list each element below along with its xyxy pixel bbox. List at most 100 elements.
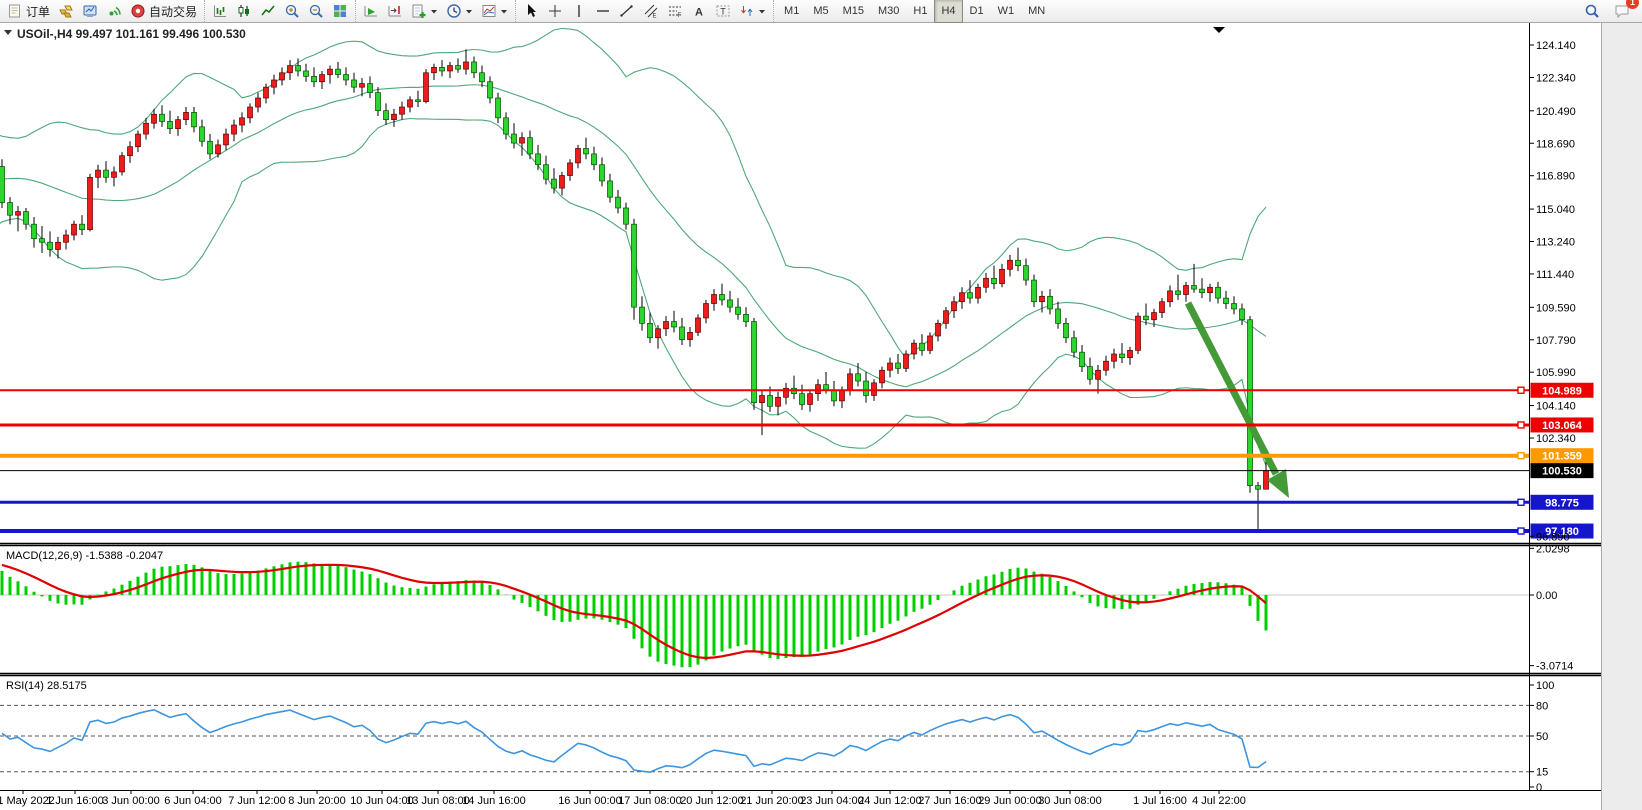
candle-bearish[interactable] [1223,297,1229,304]
candle-bearish[interactable] [1031,279,1037,303]
candle-bearish[interactable] [1215,286,1221,299]
candle-bullish[interactable] [879,369,885,384]
candle-bullish[interactable] [63,234,69,243]
candle-bullish[interactable] [911,342,917,355]
signals-button[interactable] [102,0,126,23]
candle-bullish[interactable] [655,328,661,339]
zoom-out-button[interactable] [304,0,328,23]
timeframe-w1-button[interactable]: W1 [997,5,1015,17]
candle-bearish[interactable] [471,61,477,74]
chat-button[interactable]: 1 [1610,0,1639,23]
timeframe-m1-button[interactable]: M1 [784,5,800,17]
candle-bearish[interactable] [415,99,421,102]
candle-bullish[interactable] [151,113,157,124]
candle-bearish[interactable] [191,112,197,128]
market-watch-button[interactable] [54,0,78,23]
candle-bullish[interactable] [1151,312,1157,321]
candle-bullish[interactable] [447,65,453,72]
bar-chart-button[interactable] [208,0,232,23]
candle-bullish[interactable] [255,97,261,108]
level-handle[interactable] [1517,451,1525,460]
candle-bullish[interactable] [279,72,285,81]
chevron-down-icon[interactable] [758,7,766,15]
candle-bearish[interactable] [671,321,677,328]
candle-bullish[interactable] [903,353,909,369]
new-order-button[interactable]: 订单 [3,0,54,23]
candle-bullish[interactable] [87,176,93,230]
candle-bearish[interactable] [47,241,53,250]
candle-bearish[interactable] [527,137,533,155]
level-handle[interactable] [1517,498,1525,506]
timeframe-mn-button[interactable]: MN [1028,5,1046,17]
candle-bullish[interactable] [1135,315,1141,351]
zoom-in-button[interactable] [280,0,304,23]
candle-bullish[interactable] [567,162,573,176]
line-chart-button[interactable] [256,0,280,23]
candle-bearish[interactable] [351,79,357,88]
timeframe-m30-button[interactable]: M30 [878,5,900,17]
trendline-button[interactable] [615,0,639,23]
candle-bullish[interactable] [815,384,821,395]
candle-bullish[interactable] [663,321,669,330]
candle-bearish[interactable] [79,223,85,230]
candle-bearish[interactable] [367,83,373,93]
timeframe-h1-button[interactable]: H1 [913,5,928,17]
candle-bullish[interactable] [15,211,21,216]
candle-bearish[interactable] [639,306,645,324]
candle-bearish[interactable] [495,97,501,119]
candle-bullish[interactable] [55,241,61,250]
candle-bearish[interactable] [335,68,341,75]
candle-bullish[interactable] [399,106,405,115]
chart-shift-button[interactable] [383,0,407,23]
candle-bearish[interactable] [751,321,757,404]
candle-bullish[interactable] [111,171,117,178]
candle-bearish[interactable] [551,178,557,189]
candle-bearish[interactable] [1199,288,1205,294]
candle-bullish[interactable] [1111,353,1117,362]
candle-bearish[interactable] [1047,295,1053,310]
candle-bearish[interactable] [591,153,597,166]
candle-bullish[interactable] [183,112,189,120]
candle-bullish[interactable] [999,268,1005,285]
trend-arrow-shaft[interactable] [1184,301,1280,476]
candle-bearish[interactable] [1079,351,1085,367]
timeframe-m15-button[interactable]: M15 [842,5,864,17]
fibonacci-button[interactable]: F [663,0,687,23]
candle-bearish[interactable] [1239,308,1245,321]
candle-bearish[interactable] [0,166,5,203]
templates-button[interactable] [477,0,512,23]
candle-bullish[interactable] [215,144,221,155]
candle-bullish[interactable] [1127,350,1133,358]
candle-bearish[interactable] [1071,337,1077,353]
candle-bearish[interactable] [543,164,549,180]
candle-bearish[interactable] [167,121,173,129]
candle-bullish[interactable] [319,74,325,83]
candle-bearish[interactable] [991,277,997,285]
pane-separator[interactable] [0,673,1601,676]
candle-bearish[interactable] [823,384,829,391]
candle-bearish[interactable] [375,92,381,111]
candle-bullish[interactable] [1103,360,1109,371]
trend-arrow-head[interactable] [1267,469,1289,498]
crosshair-button[interactable] [543,0,567,23]
candle-bullish[interactable] [407,99,413,108]
candle-bullish[interactable] [703,303,709,319]
candle-bearish[interactable] [455,65,461,70]
candle-bullish[interactable] [687,332,693,340]
arrows-button[interactable] [735,0,770,23]
pane-separator[interactable] [0,543,1601,546]
horizontal-line-button[interactable] [591,0,615,23]
candle-bearish[interactable] [1087,366,1093,380]
candle-bullish[interactable] [327,68,333,75]
candle-bullish[interactable] [759,395,765,404]
candle-bearish[interactable] [799,393,805,405]
candle-bullish[interactable] [775,396,781,407]
candle-bullish[interactable] [871,382,877,396]
candle-bullish[interactable] [263,86,269,99]
vertical-line-button[interactable] [567,0,591,23]
text-button[interactable]: A [687,0,711,23]
candle-bullish[interactable] [391,113,397,120]
candle-bullish[interactable] [143,122,149,135]
symbol-dropdown-icon[interactable] [4,30,12,35]
timeframe-d1-button[interactable]: D1 [969,5,984,17]
